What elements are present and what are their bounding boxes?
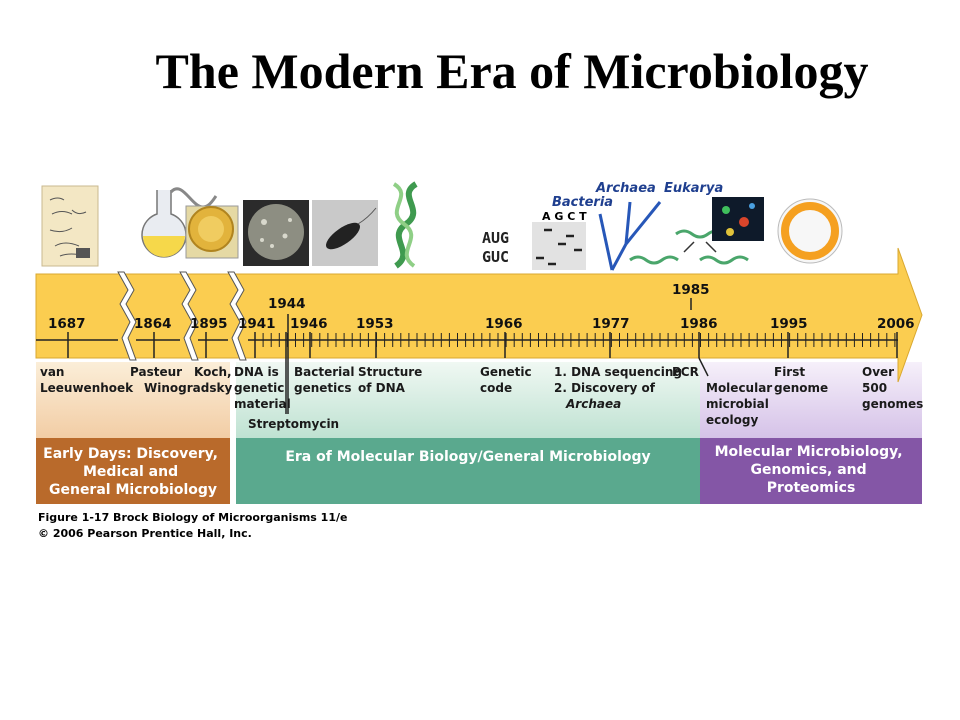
- event-pasteur-winogradsky: Pasteur Winogradsky: [130, 365, 232, 395]
- agar-plate-icon: [185, 205, 239, 259]
- year-1946: 1946: [290, 316, 328, 332]
- timeline-break-2: [179, 271, 199, 361]
- year-1966: 1966: [485, 316, 523, 332]
- era-titles: Early Days: Discovery, Medical and Gener…: [43, 444, 908, 498]
- year-1941: 1941: [238, 316, 276, 332]
- event-streptomycin: Streptomycin: [248, 417, 339, 431]
- dna-helix-icon: [392, 181, 418, 269]
- caption-line-2: © 2006 Pearson Prentice Hall, Inc.: [38, 527, 252, 540]
- event-first-genome: First genome: [774, 365, 828, 395]
- molecular-era-label-band: [236, 362, 700, 438]
- timeline-break-3: [227, 271, 247, 361]
- phylogenetic-tree-icon: [598, 201, 662, 271]
- year-1864: 1864: [134, 316, 172, 332]
- molecular-era-band: [236, 438, 700, 504]
- bacteria-label: Bacteria: [552, 195, 613, 210]
- early-era-band: [36, 438, 230, 504]
- swan-neck-flask-icon: [141, 187, 218, 258]
- archaea-label: Archaea: [595, 181, 656, 196]
- year-2006: 2006: [877, 316, 915, 332]
- timeline-arrow: 1687 1864 1895 1941 1944 1946 1953 1966 …: [35, 247, 923, 414]
- circular-genome-map-icon: [777, 198, 843, 264]
- gel-lane-letters: A G C T: [542, 210, 587, 223]
- eukarya-label: Eukarya: [664, 181, 723, 196]
- leeuwenhoek-sketch-icon: [41, 185, 99, 267]
- codon-aug-label: AUG: [482, 229, 509, 247]
- early-illustrations: [41, 181, 418, 269]
- event-dna-genetic-material: DNA is genetic material: [234, 365, 291, 411]
- caption-line-1: Figure 1-17 Brock Biology of Microorgani…: [38, 511, 347, 524]
- event-van-leeuwenhoek: van Leeuwenhoek: [40, 365, 134, 395]
- event-pcr: PCR: [672, 365, 699, 379]
- event-structure-of-dna: Structure of DNA: [358, 365, 426, 395]
- event-labels: van Leeuwenhoek Pasteur Winogradsky Koch…: [40, 365, 923, 431]
- era-early-title: Early Days: Discovery, Medical and Gener…: [43, 446, 223, 498]
- year-1953: 1953: [356, 316, 394, 332]
- bacterium-micrograph-icon: [312, 200, 378, 266]
- event-bacterial-genetics: Bacterial genetics: [294, 365, 359, 395]
- event-dna-sequencing-archaea: 1. DNA sequencing 2. Discovery of Archae…: [554, 365, 686, 411]
- event-koch: Koch,: [194, 365, 232, 379]
- year-1687: 1687: [48, 316, 86, 332]
- microbial-ecology-image-icon: [712, 197, 764, 241]
- year-1995: 1995: [770, 316, 808, 332]
- early-era-label-band: [36, 362, 230, 438]
- genomics-era-band: [700, 438, 922, 504]
- sequencing-gel-icon: [532, 222, 586, 270]
- year-1986: 1986: [680, 316, 718, 332]
- year-1985: 1985: [672, 282, 710, 298]
- genomics-illustrations: [712, 197, 843, 264]
- figure-caption: Figure 1-17 Brock Biology of Microorgani…: [38, 511, 347, 540]
- molecular-illustrations: AUG GUC A G C T Bacteria Archaea Eukarya: [482, 181, 749, 271]
- year-1977: 1977: [592, 316, 630, 332]
- timeline-minor-ticks: [254, 333, 896, 347]
- bacterial-colonies-icon: [243, 200, 309, 266]
- event-over-500-genomes: Over 500 genomes: [862, 365, 923, 411]
- codon-guc-label: GUC: [482, 248, 509, 266]
- year-1895: 1895: [190, 316, 228, 332]
- timeline-break-1: [117, 271, 137, 361]
- era-molecular-title: Era of Molecular Biology/General Microbi…: [285, 449, 650, 465]
- event-genetic-code: Genetic code: [480, 365, 536, 395]
- event-molecular-microbial-ecology: Molecular microbial ecology: [706, 381, 776, 427]
- era-bands: [36, 362, 922, 504]
- genomics-era-label-band: [700, 362, 922, 438]
- slide-title: The Modern Era of Microbiology: [155, 43, 869, 99]
- year-1944: 1944: [268, 296, 306, 312]
- era-genomics-title: Molecular Microbiology, Genomics, and Pr…: [715, 444, 908, 496]
